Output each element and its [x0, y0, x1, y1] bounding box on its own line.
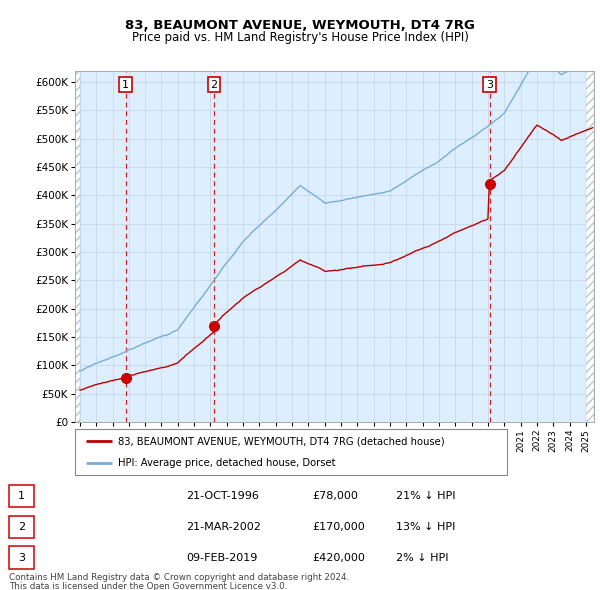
Text: 83, BEAUMONT AVENUE, WEYMOUTH, DT4 7RG (detached house): 83, BEAUMONT AVENUE, WEYMOUTH, DT4 7RG (…	[118, 437, 445, 447]
Text: 1: 1	[18, 491, 25, 501]
Text: Contains HM Land Registry data © Crown copyright and database right 2024.: Contains HM Land Registry data © Crown c…	[9, 573, 349, 582]
FancyBboxPatch shape	[75, 429, 507, 475]
Polygon shape	[586, 71, 594, 422]
Text: HPI: Average price, detached house, Dorset: HPI: Average price, detached house, Dors…	[118, 457, 336, 467]
Text: 2: 2	[18, 522, 25, 532]
Text: 21% ↓ HPI: 21% ↓ HPI	[396, 491, 455, 501]
Text: This data is licensed under the Open Government Licence v3.0.: This data is licensed under the Open Gov…	[9, 582, 287, 590]
Text: 2% ↓ HPI: 2% ↓ HPI	[396, 553, 449, 562]
Text: 1: 1	[122, 80, 129, 90]
Text: 2: 2	[211, 80, 218, 90]
Text: Price paid vs. HM Land Registry's House Price Index (HPI): Price paid vs. HM Land Registry's House …	[131, 31, 469, 44]
Text: 83, BEAUMONT AVENUE, WEYMOUTH, DT4 7RG: 83, BEAUMONT AVENUE, WEYMOUTH, DT4 7RG	[125, 19, 475, 32]
Text: 21-OCT-1996: 21-OCT-1996	[186, 491, 259, 501]
Text: £170,000: £170,000	[312, 522, 365, 532]
Text: £78,000: £78,000	[312, 491, 358, 501]
Text: £420,000: £420,000	[312, 553, 365, 562]
Text: 21-MAR-2002: 21-MAR-2002	[186, 522, 261, 532]
Polygon shape	[75, 71, 80, 422]
Text: 09-FEB-2019: 09-FEB-2019	[186, 553, 257, 562]
Text: 13% ↓ HPI: 13% ↓ HPI	[396, 522, 455, 532]
Text: 3: 3	[486, 80, 493, 90]
Text: 3: 3	[18, 553, 25, 562]
